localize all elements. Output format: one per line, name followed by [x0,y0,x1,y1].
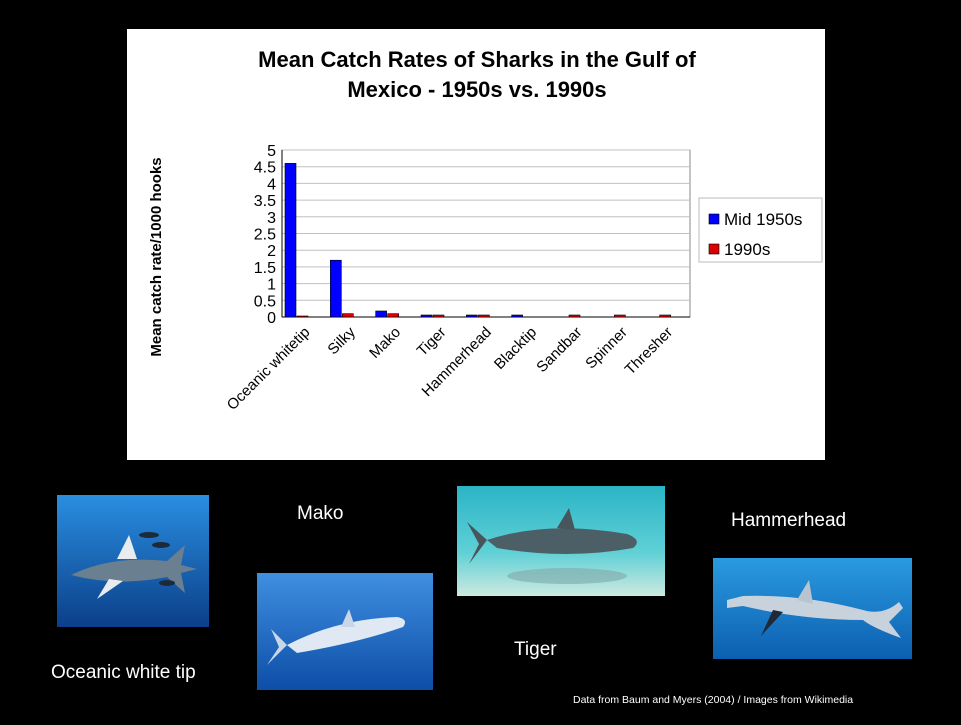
bar-1990s [568,314,581,318]
x-tick-label: Blacktip [491,324,540,373]
x-tick-label: Sandbar [533,324,585,376]
y-tick-label: 0.5 [254,293,276,310]
legend-box [698,197,823,263]
bar-mid-1950s [466,314,478,318]
plot-area: 00.511.522.533.544.55 Oceanic whitetip Sil… [224,143,691,414]
bar-mid-1950s [511,314,523,318]
y-tick-label: 2.5 [254,227,276,244]
y-tick-label: 3 [267,210,276,227]
tiger-photo [457,486,665,596]
bar-1990s [432,314,445,318]
legend: Mid 1950s 1990s [698,197,823,263]
bar-chart: Mean Catch Rates of Sharks in the Gulf o… [148,47,823,414]
y-tick-label: 4 [267,176,276,193]
x-tick-label: Oceanic whitetip [224,324,314,414]
y-tick-label: 5 [267,143,276,160]
x-tick-label: Silky [324,323,359,358]
y-tick-label: 1 [267,277,276,294]
x-tick-label: Thresher [622,324,676,378]
bar-1990s [614,314,626,318]
bar-1990s [296,315,309,318]
x-tick-label: Tiger [414,324,450,360]
bar-1990s [478,314,490,318]
legend-label: Mid 1950s [724,210,802,229]
bar-1990s [342,313,354,318]
bar-1990s [659,314,671,318]
bar-1990s [387,313,399,318]
y-tick-label: 0 [267,310,276,327]
bar-mid-1950s [420,314,433,318]
bar-mid-1950s [330,259,342,318]
mako-photo [257,573,433,690]
chart-title-line-1: Mean Catch Rates of Sharks in the Gulf o… [258,47,696,72]
credit-text: Data from Baum and Myers (2004) / Images… [573,694,854,706]
y-axis-label: Mean catch rate/1000 hooks [148,157,165,356]
legend-swatch [708,213,720,225]
x-tick-label: Mako [366,324,404,362]
caption-hammerhead: Hammerhead [731,510,847,531]
y-tick-label: 2 [267,243,276,260]
caption-mako: Mako [297,503,344,524]
bar-mid-1950s [375,310,387,318]
caption-oceanic: Oceanic white tip [51,662,196,683]
chart-panel: Mean Catch Rates of Sharks in the Gulf o… [127,29,825,460]
y-tick-label: 4.5 [254,160,276,177]
y-tick-label: 3.5 [254,193,276,210]
legend-swatch [708,243,720,255]
caption-tiger: Tiger [514,639,557,660]
y-tick-label: 1.5 [254,260,276,277]
chart-title-line-2: Mexico - 1950s vs. 1990s [347,77,606,102]
oceanic-whitetip-photo [57,495,209,627]
legend-label: 1990s [724,240,770,259]
hammerhead-photo [713,558,912,659]
bar-mid-1950s [284,163,297,318]
